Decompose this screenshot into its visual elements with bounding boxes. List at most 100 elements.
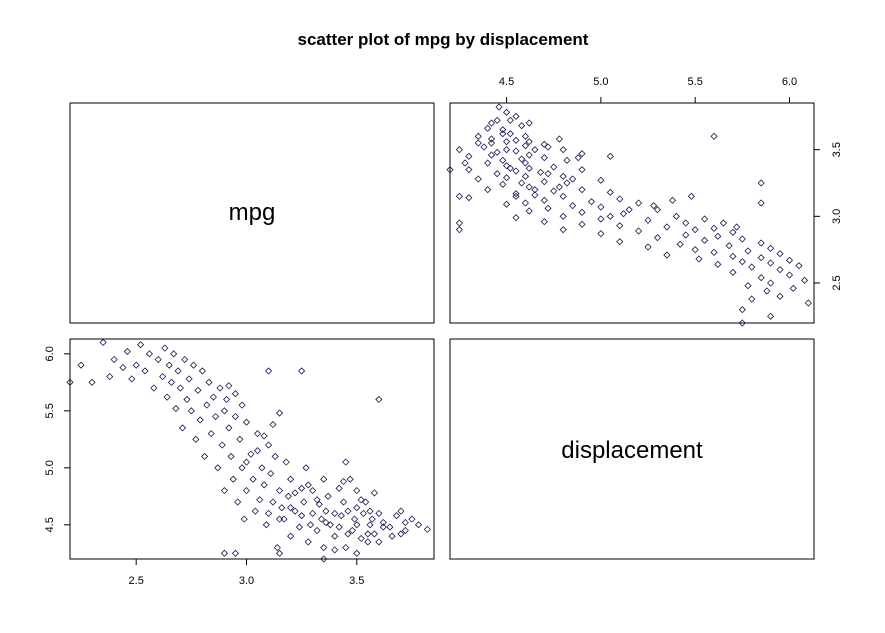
scatter-point-disp-vs-mpg [397,530,405,538]
scatter-point-mpg-vs-disp [738,235,746,243]
scatter-point-disp-vs-mpg [238,401,246,409]
scatter-point-mpg-vs-disp [606,152,614,160]
panel-displacement-vs-mpg [69,338,435,560]
scatter-point-mpg-vs-disp [521,199,530,207]
scatter-point-disp-vs-mpg [401,518,409,527]
scatter-point-mpg-vs-disp [650,202,658,210]
scatter-point-disp-vs-mpg [253,447,262,455]
scatter-point-disp-vs-mpg [187,407,195,415]
scatter-point-mpg-vs-disp [574,154,582,162]
scatter-point-disp-vs-mpg [320,555,328,563]
scatter-point-disp-vs-mpg [218,441,226,449]
scatter-point-mpg-vs-disp [767,279,775,287]
scatter-point-disp-vs-mpg [357,534,365,543]
scatter-point-mpg-vs-disp [804,299,812,307]
scatter-point-disp-vs-mpg [284,492,292,500]
scatter-point-disp-vs-mpg [364,538,372,546]
y-tick-label-mpg: 3.0 [831,209,843,224]
scatter-point-mpg-vs-disp [540,154,548,162]
scatter-point-mpg-vs-disp [550,163,558,171]
scatter-point-disp-vs-mpg [269,498,277,506]
y-tick-label-displacement: 4.5 [44,517,56,532]
scatter-point-mpg-vs-disp [531,191,539,199]
scatter-point-disp-vs-mpg [220,487,228,495]
scatter-point-disp-vs-mpg [375,509,383,517]
scatter-point-mpg-vs-disp [748,263,756,271]
scatter-point-disp-vs-mpg [342,544,350,552]
scatter-point-disp-vs-mpg [170,350,178,358]
scatter-point-disp-vs-mpg [331,532,339,540]
y-tick-label-displacement: 6.0 [44,346,56,361]
scatter-point-mpg-vs-disp [748,295,756,303]
scatter-point-disp-vs-mpg [216,384,224,392]
scatter-point-mpg-vs-disp [578,208,586,216]
scatter-point-disp-vs-mpg [176,384,184,392]
scatter-point-disp-vs-mpg [342,458,350,466]
scatter-point-disp-vs-mpg [234,498,242,506]
scatter-point-mpg-vs-disp [616,222,624,230]
scatter-point-disp-vs-mpg [181,355,189,364]
scatter-point-mpg-vs-disp [455,146,463,154]
scatter-point-mpg-vs-disp [663,223,671,231]
scatter-point-disp-vs-mpg [231,412,240,421]
scatter-point-disp-vs-mpg [276,409,284,417]
scatter-point-disp-vs-mpg [229,475,237,483]
scatter-point-mpg-vs-disp [606,188,614,196]
scatter-point-disp-vs-mpg [298,367,306,375]
scatter-point-mpg-vs-disp [540,218,548,226]
scatter-point-disp-vs-mpg [196,416,204,424]
scatter-point-mpg-vs-disp [644,216,652,224]
scatter-point-disp-vs-mpg [174,367,182,375]
scatter-point-mpg-vs-disp [597,215,605,223]
scatter-point-disp-vs-mpg [242,418,251,426]
scatter-point-disp-vs-mpg [201,452,209,460]
scatter-point-disp-vs-mpg [302,464,310,472]
scatter-point-disp-vs-mpg [335,523,343,531]
scatter-point-disp-vs-mpg [77,361,85,369]
scatter-point-disp-vs-mpg [258,464,266,472]
scatter-point-mpg-vs-disp [597,176,605,184]
scatter-point-disp-vs-mpg [375,395,383,403]
scatter-point-disp-vs-mpg [154,355,162,364]
scatter-point-mpg-vs-disp [544,170,552,178]
scatter-point-disp-vs-mpg [167,378,176,386]
scatter-point-mpg-vs-disp [461,159,469,167]
scatter-point-mpg-vs-disp [503,146,511,154]
scatter-point-disp-vs-mpg [260,481,268,489]
scatter-point-disp-vs-mpg [110,355,118,364]
scatter-point-mpg-vs-disp [635,199,643,207]
panel-displacement-diagonal [449,338,815,560]
scatter-point-mpg-vs-disp [540,196,548,204]
scatter-point-mpg-vs-disp [757,199,765,207]
scatter-point-disp-vs-mpg [386,523,394,531]
scatter-point-mpg-vs-disp [503,174,511,182]
scatter-point-mpg-vs-disp [635,227,643,235]
scatter-point-disp-vs-mpg [251,507,259,515]
scatter-point-disp-vs-mpg [205,378,213,386]
scatter-point-mpg-vs-disp [563,179,571,187]
scatter-point-mpg-vs-disp [512,112,520,120]
scatter-point-disp-vs-mpg [304,481,312,489]
scatter-point-mpg-vs-disp [763,287,771,295]
scatter-point-mpg-vs-disp [455,219,463,227]
scatter-point-disp-vs-mpg [298,484,306,492]
x-tick-label-displacement: 4.5 [499,76,514,88]
scatter-point-mpg-vs-disp [767,259,775,267]
panel-mpg-vs-displacement [449,102,815,324]
scatter-point-disp-vs-mpg [414,521,423,529]
scatter-point-mpg-vs-disp [521,132,530,140]
scatter-point-disp-vs-mpg [106,373,114,381]
x-tick-label-displacement: 5.0 [593,76,608,88]
scatter-point-mpg-vs-disp [578,166,586,174]
scatter-point-mpg-vs-disp [493,170,501,178]
scatter-point-disp-vs-mpg [178,424,187,432]
scatter-point-disp-vs-mpg [388,532,396,540]
scatter-point-disp-vs-mpg [183,395,191,403]
scatter-point-disp-vs-mpg [273,544,281,552]
scatter-point-mpg-vs-disp [487,151,496,159]
scatter-point-disp-vs-mpg [137,341,145,349]
scatter-point-disp-vs-mpg [291,489,299,497]
scatter-point-disp-vs-mpg [287,504,295,512]
scatter-point-mpg-vs-disp [744,282,752,290]
scatter-point-mpg-vs-disp [653,234,662,242]
